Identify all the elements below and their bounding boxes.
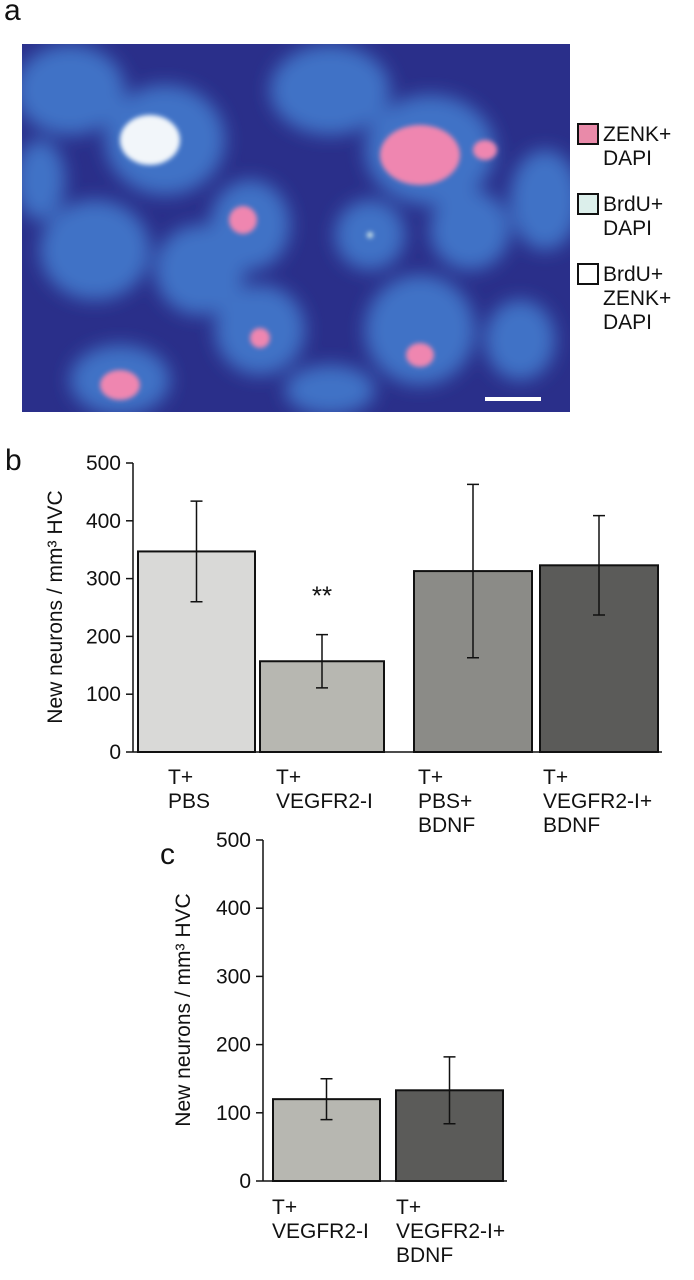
y-axis-label: New neurons / mm³ HVC <box>44 490 67 723</box>
legend-label: ZENK+ DAPI <box>603 123 671 170</box>
error-bar <box>190 500 203 603</box>
y-axis-label: New neurons / mm³ HVC <box>172 893 195 1126</box>
y-tick-label: 200 <box>216 1034 251 1057</box>
legend-label: BrdU+ ZENK+ DAPI <box>603 263 671 334</box>
error-bar <box>593 514 605 616</box>
legend-label: BrdU+ DAPI <box>603 193 663 240</box>
significance: ** <box>312 581 332 611</box>
panel-label: c <box>160 838 175 871</box>
y-tick-label: 500 <box>216 829 251 852</box>
micrograph <box>22 44 570 412</box>
legend: ZENK+ DAPI BrdU+ DAPI BrdU+ ZENK+ DAPI <box>577 123 671 334</box>
x-tick-label: T+ VEGFR2-I+ BDNF <box>543 766 652 837</box>
y-tick-label: 100 <box>216 1102 251 1125</box>
x-tick-label: T+ PBS+ BDNF <box>418 766 475 837</box>
y-tick-label: 400 <box>86 510 121 533</box>
y-tick-label: 100 <box>86 683 121 706</box>
y-tick-label: 300 <box>86 568 121 591</box>
x-tick-label: T+ VEGFR2-I+ BDNF <box>396 1196 505 1267</box>
error-bar <box>316 633 328 689</box>
y-tick-label: 200 <box>86 625 121 648</box>
x-tick-label: T+ VEGFR2-I <box>276 766 373 813</box>
error-bar <box>467 483 479 659</box>
error-bar <box>443 1056 456 1125</box>
legend-swatch <box>577 263 599 285</box>
x-tick-label: T+ VEGFR2-I <box>272 1196 369 1243</box>
error-bar <box>320 1077 333 1121</box>
x-tick-label: T+ PBS <box>168 766 210 813</box>
y-tick-label: 400 <box>216 897 251 920</box>
y-tick-label: 500 <box>86 452 121 475</box>
panel-label: b <box>5 444 22 477</box>
y-tick-label: 0 <box>109 741 121 764</box>
legend-swatch <box>577 123 599 145</box>
y-tick-label: 0 <box>239 1170 251 1193</box>
y-tick-label: 300 <box>216 965 251 988</box>
legend-swatch <box>577 193 599 215</box>
panel-label: a <box>4 0 21 27</box>
